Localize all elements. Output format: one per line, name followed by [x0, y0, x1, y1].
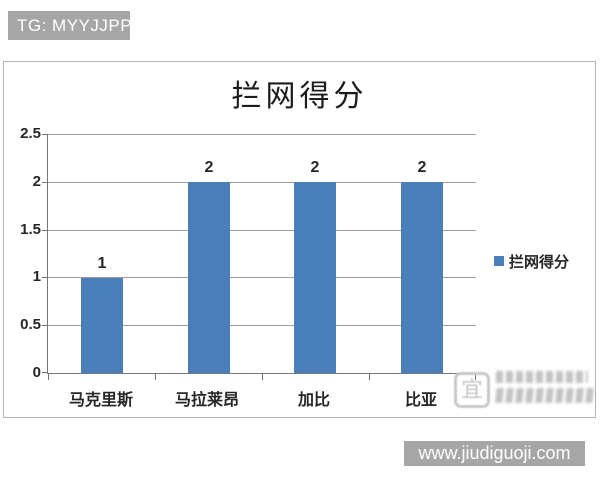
tg-banner: TG: MYYJJPP: [8, 11, 132, 40]
x-axis-tick: [155, 374, 156, 380]
plot-area: 1 2 2 2: [42, 134, 476, 380]
y-axis-tick: [42, 277, 48, 278]
y-axis-tick-label: 2.5: [20, 125, 41, 142]
legend-swatch-icon: [494, 256, 504, 266]
bar-data-label: 2: [204, 159, 214, 176]
y-axis-tick-label: 0.5: [20, 316, 41, 333]
y-axis-tick-label: 0: [32, 364, 41, 381]
gridline: [48, 277, 476, 278]
chart-frame: 拦网得分 2.5 2 1.5 1 0.5 0 1 2 2 2 马克里斯 马拉莱昂…: [3, 61, 596, 418]
watermark-logo-icon: 宜: [454, 372, 490, 408]
y-axis-tick-label: 1.5: [20, 221, 41, 238]
bar-malalaiang: [188, 182, 230, 373]
bar-data-label: 2: [310, 159, 320, 176]
legend-label: 拦网得分: [509, 253, 570, 271]
bar-data-label: 2: [417, 159, 427, 176]
bar-biya: [401, 182, 443, 373]
y-axis-tick: [42, 230, 48, 231]
bar-makelisi: [81, 278, 123, 373]
legend: 拦网得分: [494, 252, 570, 271]
watermark-text: [495, 368, 595, 414]
x-axis-category-label: 马克里斯: [68, 392, 133, 409]
bar-data-label: 1: [97, 255, 107, 272]
watermark-text-line: [496, 371, 588, 383]
x-axis-tick: [475, 374, 476, 380]
gridline: [48, 230, 476, 231]
x-axis-category-label: 加比: [297, 392, 330, 409]
y-axis-tick: [42, 372, 48, 373]
bar-jiabi: [294, 182, 336, 373]
x-axis-category-label: 比亚: [404, 392, 437, 409]
gridline: [48, 134, 476, 135]
x-axis-tick: [262, 374, 263, 380]
chart-title: 拦网得分: [231, 79, 368, 114]
watermark-text-line: [495, 388, 595, 403]
y-axis-tick: [42, 325, 48, 326]
x-axis-category-label: 马拉莱昂: [174, 392, 239, 409]
y-axis-tick-label: 1: [32, 268, 41, 285]
site-url-banner: www.jiudiguoji.com: [404, 441, 585, 466]
x-axis-tick: [48, 374, 49, 380]
x-axis-tick: [369, 374, 370, 380]
y-axis-tick-label: 2: [32, 173, 41, 190]
gridline: [48, 182, 476, 183]
gridline: [48, 325, 476, 326]
y-axis-tick: [42, 134, 48, 135]
watermark: 宜: [454, 368, 595, 415]
y-axis-tick: [42, 182, 48, 183]
